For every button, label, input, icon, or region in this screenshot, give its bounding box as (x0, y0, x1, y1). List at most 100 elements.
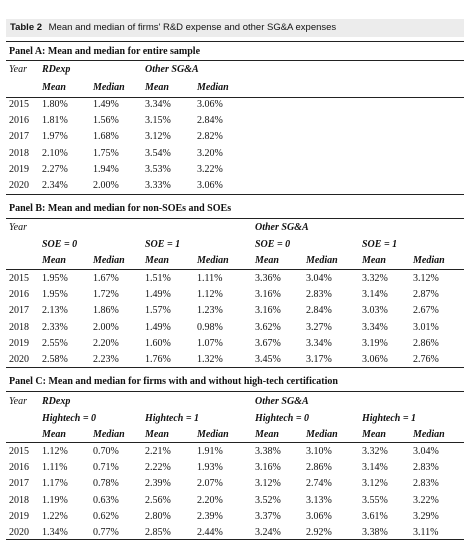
mean-header: Mean (42, 429, 66, 440)
value-cell: 0.63% (93, 494, 119, 506)
year-cell: 2015 (9, 273, 29, 284)
year-cell: 2019 (9, 163, 29, 175)
year-header: Year (9, 222, 27, 233)
value-cell: 1.49% (145, 321, 171, 333)
value-cell: 2.20% (197, 494, 223, 506)
value-cell: 2.27% (42, 163, 68, 175)
caption-text: Mean and median of firms' R&D expense an… (48, 22, 337, 33)
value-cell: 3.34% (362, 321, 388, 333)
value-cell: 3.03% (362, 305, 388, 317)
year-cell: 2015 (9, 99, 29, 110)
soe1-header: SOE = 1 (362, 239, 398, 250)
mean-header: Mean (42, 255, 66, 266)
panel-b-title: Panel B: Mean and median for non-SOEs an… (9, 203, 232, 214)
value-cell: 1.23% (197, 305, 223, 317)
value-cell: 3.36% (255, 273, 281, 284)
year-cell: 2016 (9, 115, 29, 127)
value-cell: 0.78% (93, 478, 119, 490)
value-cell: 3.33% (145, 180, 171, 191)
value-cell: 1.07% (197, 337, 223, 349)
divider (6, 194, 464, 195)
year-cell: 2019 (9, 337, 29, 349)
year-cell: 2020 (9, 527, 29, 538)
value-cell: 3.62% (255, 321, 281, 333)
value-cell: 3.12% (362, 478, 388, 490)
value-cell: 1.17% (42, 478, 68, 490)
value-cell: 2.34% (42, 180, 68, 191)
value-cell: 2.58% (42, 354, 68, 365)
value-cell: 2.10% (42, 147, 68, 159)
median-header: Median (413, 255, 445, 266)
value-cell: 2.83% (306, 289, 332, 301)
value-cell: 0.70% (93, 446, 119, 457)
value-cell: 1.72% (93, 289, 119, 301)
value-cell: 3.27% (306, 321, 332, 333)
value-cell: 3.32% (362, 273, 388, 284)
value-cell: 2.76% (413, 354, 439, 365)
median-header: Median (306, 255, 338, 266)
value-cell: 3.12% (255, 478, 281, 490)
value-cell: 3.34% (145, 99, 171, 110)
year-cell: 2020 (9, 180, 29, 191)
divider (6, 442, 464, 443)
value-cell: 1.51% (145, 273, 171, 284)
median-header: Median (197, 255, 229, 266)
year-cell: 2018 (9, 321, 29, 333)
value-cell: 3.12% (413, 273, 439, 284)
value-cell: 3.16% (255, 305, 281, 317)
value-cell: 3.10% (306, 446, 332, 457)
value-cell: 2.84% (306, 305, 332, 317)
value-cell: 1.91% (197, 446, 223, 457)
value-cell: 2.07% (197, 478, 223, 490)
year-header: Year (9, 64, 27, 75)
value-cell: 1.49% (145, 289, 171, 301)
value-cell: 2.56% (145, 494, 171, 506)
value-cell: 1.76% (145, 354, 171, 365)
value-cell: 1.56% (93, 115, 119, 127)
median-header: Median (93, 82, 125, 93)
hightech0-header: Hightech = 0 (42, 413, 97, 424)
median-header: Median (197, 429, 229, 440)
value-cell: 2.20% (93, 337, 119, 349)
value-cell: 1.67% (93, 273, 119, 284)
value-cell: 3.24% (255, 527, 281, 538)
value-cell: 3.52% (255, 494, 281, 506)
value-cell: 1.97% (42, 131, 68, 143)
divider (6, 539, 464, 540)
value-cell: 3.61% (362, 510, 388, 522)
value-cell: 3.53% (145, 163, 171, 175)
panel-a-title: Panel A: Mean and median for entire samp… (9, 46, 201, 57)
year-cell: 2019 (9, 510, 29, 522)
year-cell: 2016 (9, 462, 29, 474)
value-cell: 3.19% (362, 337, 388, 349)
value-cell: 3.04% (306, 273, 332, 284)
value-cell: 2.80% (145, 510, 171, 522)
value-cell: 3.06% (306, 510, 332, 522)
year-cell: 2017 (9, 131, 29, 143)
value-cell: 2.21% (145, 446, 171, 457)
value-cell: 3.34% (306, 337, 332, 349)
year-cell: 2016 (9, 289, 29, 301)
value-cell: 1.95% (42, 273, 68, 284)
mean-header: Mean (42, 82, 66, 93)
value-cell: 3.38% (362, 527, 388, 538)
value-cell: 2.87% (413, 289, 439, 301)
divider (6, 97, 464, 98)
value-cell: 1.80% (42, 99, 68, 110)
value-cell: 3.12% (145, 131, 171, 143)
value-cell: 1.12% (42, 446, 68, 457)
divider (6, 269, 464, 270)
divider (6, 60, 464, 61)
value-cell: 3.11% (413, 527, 439, 538)
value-cell: 1.68% (93, 131, 119, 143)
mean-header: Mean (145, 82, 169, 93)
value-cell: 1.49% (93, 99, 119, 110)
year-cell: 2018 (9, 147, 29, 159)
median-header: Median (197, 82, 229, 93)
year-cell: 2015 (9, 446, 29, 457)
value-cell: 1.86% (93, 305, 119, 317)
rdexp-header: RDexp (42, 64, 71, 75)
hightech0-header: Hightech = 0 (255, 413, 310, 424)
value-cell: 3.15% (145, 115, 171, 127)
